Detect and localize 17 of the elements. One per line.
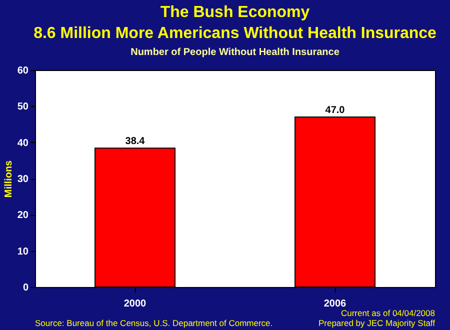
x-tick-label: 2000 <box>124 298 147 310</box>
x-tick-label: 2006 <box>324 298 347 310</box>
text: Current as of 04/04/2008 <box>340 308 436 318</box>
text: Prepared by JEC Majority Staff <box>318 318 436 328</box>
y-tick-label: 40 <box>17 138 29 149</box>
y-tick-label: 30 <box>17 174 29 185</box>
data-label: 47.0 <box>325 105 346 116</box>
y-tick-label: 10 <box>17 246 29 258</box>
y-tick-label: 50 <box>17 102 29 113</box>
data-label: 38.4 <box>125 136 146 148</box>
chart-title: The Bush Economy 8.6 Million More Americans Without Health Insurance <box>34 4 437 42</box>
y-tick-label: 0 <box>22 282 29 294</box>
source-note: Source: Bureau of the Census, U.S. Department of Commerce. <box>35 318 273 328</box>
y-tick-label: 60 <box>17 66 29 76</box>
y-axis-title: Millions <box>3 160 14 198</box>
chart-subtitle: Number of People Without Health Insurance <box>130 47 340 58</box>
y-tick-label: 20 <box>17 210 29 222</box>
